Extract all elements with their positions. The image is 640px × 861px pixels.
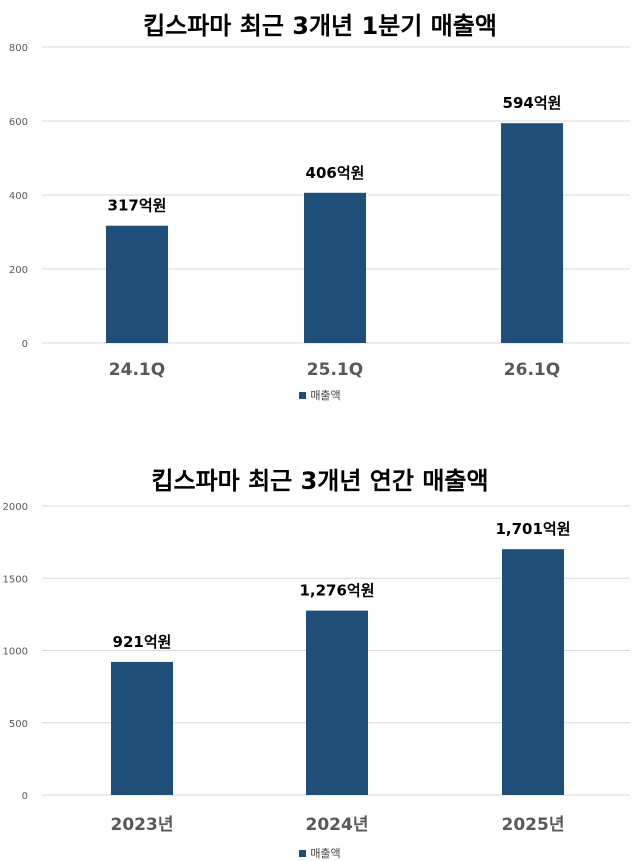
y-tick-label: 0	[22, 791, 28, 802]
legend-swatch	[299, 391, 307, 399]
chart-plot: 0 200 400 600 800 317억원 24.1Q 406억원 25.1Q 594억원 26…	[9, 43, 630, 380]
y-tick-label: 200	[9, 265, 28, 276]
bar	[106, 225, 168, 343]
y-tick-label: 600	[9, 117, 28, 128]
x-tick-label: 26.1Q	[504, 360, 560, 380]
y-tick-label: 1500	[3, 574, 28, 585]
bar	[502, 549, 564, 795]
y-tick-label: 500	[9, 719, 28, 730]
legend: 매출액	[0, 845, 640, 861]
data-label: 1,276억원	[299, 582, 374, 600]
data-label: 594억원	[503, 94, 562, 112]
bar	[304, 192, 366, 343]
bar	[111, 661, 173, 795]
y-tick-label: 800	[9, 43, 28, 54]
annual-sales-chart: 킵스파마 최근 3개년 연간 매출액 0 500 1000 1500 2000 921억원…	[0, 455, 640, 861]
y-tick-label: 0	[22, 339, 28, 350]
data-label: 406억원	[306, 164, 365, 182]
chart-title: 킵스파마 최근 3개년 1분기 매출액	[143, 12, 497, 40]
x-tick-label: 24.1Q	[109, 360, 165, 380]
quarterly-sales-chart: 킵스파마 최근 3개년 1분기 매출액 0 200 400 600 800 317억원 24…	[0, 0, 640, 410]
data-label: 1,701억원	[495, 520, 570, 538]
legend-label: 매출액	[310, 847, 341, 860]
chart-plot: 0 500 1000 1500 2000 921억원 2023년 1,276억원 2024년 1,…	[3, 502, 630, 835]
bar	[501, 123, 563, 343]
legend-swatch	[299, 849, 307, 857]
data-label: 921억원	[113, 633, 172, 651]
y-tick-label: 1000	[3, 647, 28, 658]
legend: 매출액	[0, 387, 640, 403]
y-tick-label: 2000	[3, 502, 28, 513]
x-tick-label: 2024년	[306, 815, 369, 835]
x-tick-label: 2023년	[111, 815, 174, 835]
chart-title: 킵스파마 최근 3개년 연간 매출액	[151, 467, 489, 495]
data-label: 317억원	[108, 197, 167, 215]
x-tick-label: 2025년	[502, 815, 565, 835]
bar	[306, 610, 368, 795]
x-tick-label: 25.1Q	[307, 360, 363, 380]
y-tick-label: 400	[9, 191, 28, 202]
legend-label: 매출액	[310, 389, 341, 402]
